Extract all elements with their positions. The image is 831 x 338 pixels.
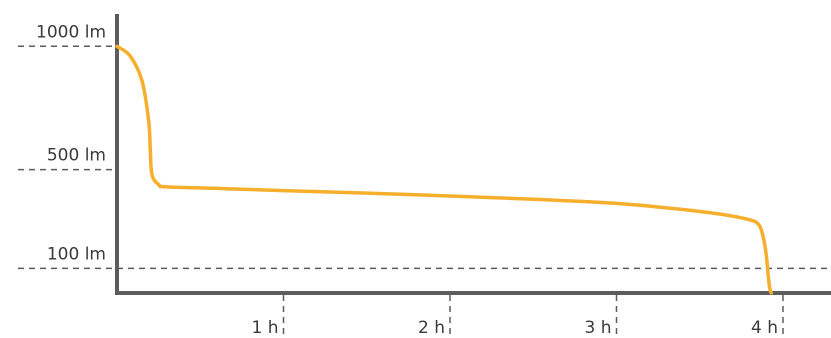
- y-tick-label: 100 lm: [47, 244, 106, 264]
- guide-lines: [18, 45, 831, 336]
- x-tick-label: 3 h: [585, 318, 612, 338]
- tick-labels: 1000 lm 500 lm 100 lm 1 h 2 h 3 h 4 h: [36, 22, 778, 338]
- x-tick-label: 2 h: [418, 318, 445, 338]
- y-tick-label: 500 lm: [47, 146, 106, 166]
- series-line: [115, 44, 774, 295]
- y-tick-label: 1000 lm: [36, 22, 106, 42]
- x-tick-label: 1 h: [252, 318, 279, 338]
- axes: [115, 14, 831, 295]
- series-layer: [115, 44, 774, 295]
- x-tick-label: 4 h: [751, 318, 778, 338]
